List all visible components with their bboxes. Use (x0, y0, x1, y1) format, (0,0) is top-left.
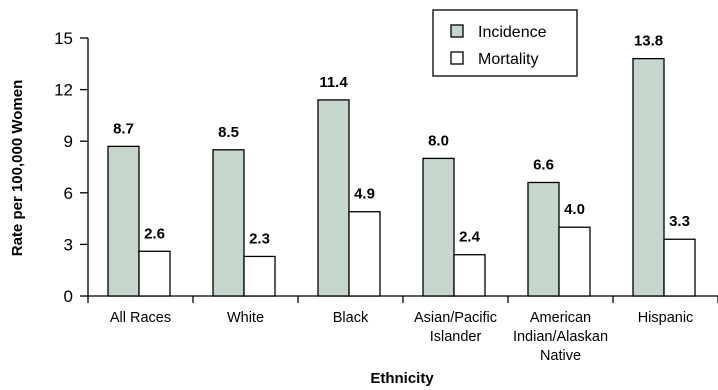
x-tick-label: All Races (110, 310, 171, 326)
data-label-incidence: 13.8 (634, 33, 663, 50)
y-axis-title-group: Rate per 100,000 Women (9, 80, 26, 256)
bar-mortality (453, 254, 486, 297)
data-label-mortality: 4.0 (564, 201, 585, 218)
y-tick-label: 12 (54, 81, 73, 100)
bar-incidence (527, 181, 560, 297)
data-label-mortality: 3.3 (669, 213, 690, 230)
x-tick-label: Black (333, 310, 369, 326)
legend: Incidence Mortality (432, 9, 578, 77)
y-tick-label: 0 (64, 287, 73, 306)
data-label-incidence: 8.0 (428, 132, 449, 149)
y-tick-label: 3 (64, 235, 73, 254)
data-label-mortality: 2.6 (144, 225, 165, 242)
bar-incidence (422, 157, 455, 297)
y-tick-label: 9 (64, 132, 73, 151)
x-tick-label: American (530, 310, 591, 326)
bars (107, 57, 696, 297)
data-label-incidence: 6.6 (533, 156, 554, 173)
y-ticks: 0 3 6 9 12 15 (54, 29, 88, 306)
bar-mortality (243, 255, 276, 297)
x-tick-label: Native (540, 348, 581, 364)
data-label-mortality: 2.4 (459, 229, 481, 246)
x-ticks: All Races White Black Asian/Pacific Islander… (87, 296, 718, 364)
data-label-incidence: 8.5 (218, 124, 239, 141)
legend-label-incidence: Incidence (478, 24, 547, 41)
legend-swatch-incidence (450, 24, 464, 38)
x-axis-title: Ethnicity (370, 370, 434, 387)
bar-mortality (663, 238, 696, 297)
data-label-incidence: 11.4 (319, 74, 348, 91)
bar-mortality (348, 211, 381, 297)
legend-swatch-mortality (450, 51, 464, 65)
bar-incidence (632, 57, 665, 297)
y-axis-title: Rate per 100,000 Women (9, 80, 26, 256)
bar-mortality (558, 226, 591, 297)
data-label-mortality: 2.3 (249, 230, 270, 247)
data-label-mortality: 4.9 (354, 186, 375, 203)
x-tick-label: Islander (430, 329, 482, 345)
legend-label-mortality: Mortality (478, 51, 538, 68)
y-tick-label: 6 (64, 184, 73, 203)
x-tick-label: Hispanic (638, 310, 694, 326)
x-tick-label: Asian/Pacific (414, 310, 497, 326)
data-label-incidence: 8.7 (113, 120, 134, 137)
bar-mortality (138, 250, 171, 297)
x-tick-label: White (227, 310, 264, 326)
x-tick-label: Indian/Alaskan (513, 329, 608, 345)
y-tick-label: 15 (54, 29, 73, 48)
data-labels: 8.7 8.5 11.4 8.0 6.6 13.8 2.6 2.3 4.9 2.4 4.0 3.3 (113, 33, 690, 248)
bar-incidence (317, 99, 350, 297)
bar-incidence (212, 149, 245, 297)
legend-box (432, 9, 578, 77)
bar-incidence (107, 145, 140, 297)
